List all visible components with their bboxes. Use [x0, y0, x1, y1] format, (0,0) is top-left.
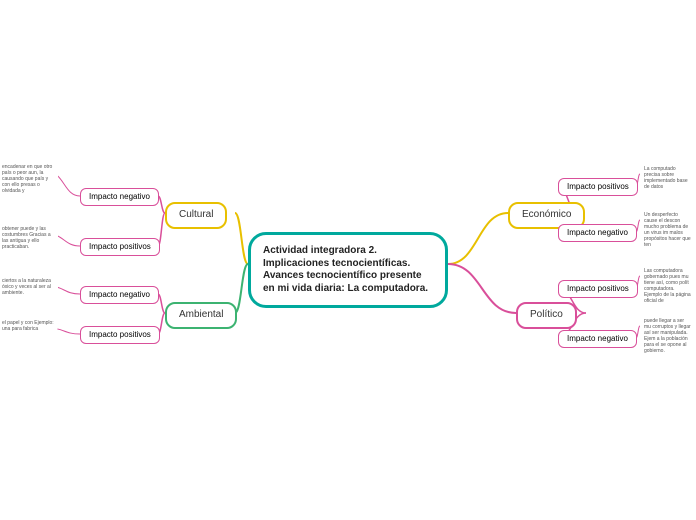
category-ambiental: Ambiental: [165, 302, 237, 329]
sub-amb-pos: Impacto positivos: [80, 326, 160, 344]
sub-pol-pos: Impacto positivos: [558, 280, 638, 298]
leaf-cult-neg: encadenar en que otro país o peor aun, l…: [0, 162, 58, 196]
sub-pol-neg: Impacto negativo: [558, 330, 637, 348]
leaf-eco-neg: Un desperfecto cause el descon mucho pro…: [640, 210, 696, 250]
sub-eco-neg: Impacto negativo: [558, 224, 637, 242]
sub-cult-pos: Impacto positivos: [80, 238, 160, 256]
center-node: Actividad integradora 2. Implicaciones t…: [248, 232, 448, 308]
mindmap-canvas: Actividad integradora 2. Implicaciones t…: [0, 0, 696, 520]
leaf-pol-pos: Las computadora gobernado pues mu tiene …: [640, 266, 696, 306]
sub-eco-pos: Impacto positivos: [558, 178, 638, 196]
sub-cult-neg: Impacto negativo: [80, 188, 159, 206]
category-politico: Político: [516, 302, 577, 329]
category-cultural: Cultural: [165, 202, 227, 229]
leaf-eco-pos: La computado precisa sobre implementado …: [640, 164, 696, 192]
leaf-amb-pos: el papel y con Ejemplo: una para fabrica: [0, 318, 58, 334]
leaf-cult-pos: obtener puede y las costumbres Gracias a…: [0, 224, 58, 252]
leaf-amb-neg: ciertos a la naturaleza óxico y veces al…: [0, 276, 58, 298]
leaf-pol-neg: puede llegar a ser mu corruptos y llegar…: [640, 316, 696, 356]
sub-amb-neg: Impacto negativo: [80, 286, 159, 304]
